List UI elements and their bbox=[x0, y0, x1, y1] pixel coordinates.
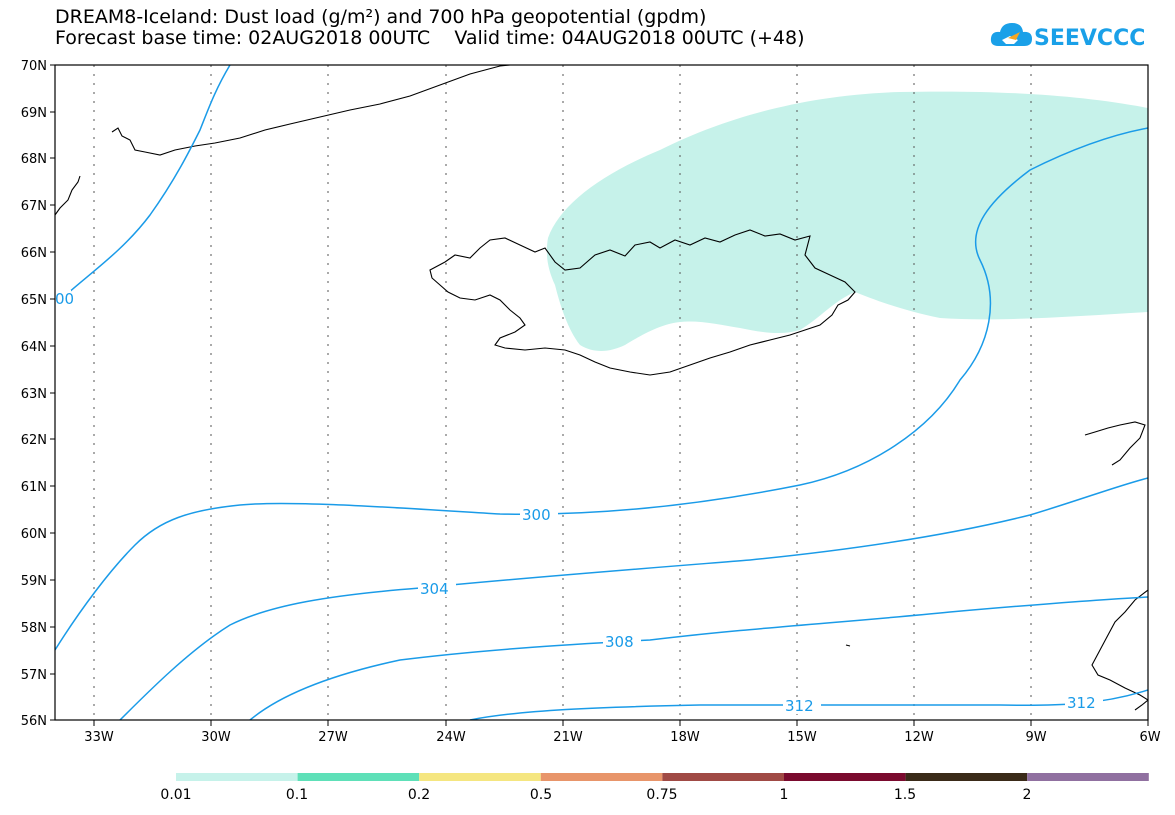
legend-label: 0.75 bbox=[646, 787, 677, 803]
greenland-coast-west bbox=[55, 175, 81, 216]
lat-ticks bbox=[50, 64, 55, 721]
contour-label-308: 308 bbox=[605, 633, 634, 651]
lat-label: 64N bbox=[21, 340, 47, 355]
logo-text: SEEVCCC bbox=[1034, 26, 1146, 51]
lat-label: 69N bbox=[21, 106, 47, 121]
legend-label: 1 bbox=[780, 787, 789, 803]
lon-label: 27W bbox=[318, 730, 348, 745]
lon-ticks bbox=[93, 720, 1149, 726]
legend-swatch bbox=[1027, 773, 1149, 781]
legend-swatch bbox=[784, 773, 906, 781]
lat-label: 58N bbox=[21, 621, 47, 636]
lon-label: 12W bbox=[904, 730, 934, 745]
contour-300-north bbox=[55, 65, 231, 306]
map-subtitle: Forecast base time: 02AUG2018 00UTC Vali… bbox=[55, 27, 805, 49]
graticule bbox=[93, 65, 1032, 720]
contour-label-300: 300 bbox=[522, 506, 551, 524]
lat-label: 65N bbox=[21, 293, 47, 308]
legend-label: 2 bbox=[1023, 787, 1032, 803]
lat-label: 62N bbox=[21, 433, 47, 448]
legend-label: 0.5 bbox=[530, 787, 552, 803]
map-title: DREAM8-Iceland: Dust load (g/m²) and 700… bbox=[55, 6, 707, 28]
legend-label: 0.1 bbox=[286, 787, 308, 803]
lon-label: 18W bbox=[670, 730, 700, 745]
lat-label: 61N bbox=[21, 480, 47, 495]
legend-swatch bbox=[662, 773, 784, 781]
contour-label-304: 304 bbox=[420, 580, 449, 598]
lon-labels: 33W 30W 27W 24W 21W 18W 15W 12W 9W 6W bbox=[84, 730, 1160, 745]
contour-label-312-east: 312 bbox=[1067, 694, 1096, 712]
contour-308 bbox=[249, 596, 1148, 720]
lon-label: 6W bbox=[1139, 730, 1160, 745]
geopotential-contours bbox=[55, 65, 1148, 720]
iceland-coast bbox=[429, 229, 856, 376]
cloud-icon bbox=[990, 23, 1032, 46]
legend-label: 0.01 bbox=[160, 787, 191, 803]
legend-swatch bbox=[419, 773, 541, 781]
coastlines bbox=[55, 65, 1148, 711]
scotland-coast-south bbox=[1134, 699, 1148, 711]
lat-label: 66N bbox=[21, 246, 47, 261]
contour-label-300-west: 00 bbox=[55, 290, 74, 308]
lat-label: 60N bbox=[21, 527, 47, 542]
lat-label: 56N bbox=[21, 714, 47, 729]
contour-304 bbox=[119, 477, 1148, 720]
lon-label: 15W bbox=[787, 730, 817, 745]
lon-label: 21W bbox=[553, 730, 583, 745]
lat-label: 68N bbox=[21, 152, 47, 167]
lat-label: 63N bbox=[21, 387, 47, 402]
dust-load-area bbox=[546, 91, 1148, 352]
legend-colorbar bbox=[176, 773, 1149, 781]
legend-labels: 0.01 0.1 0.2 0.5 0.75 1 1.5 2 bbox=[160, 787, 1031, 803]
lon-label: 30W bbox=[201, 730, 231, 745]
legend-swatch bbox=[176, 773, 298, 781]
seevccc-logo: SEEVCCC bbox=[990, 18, 1145, 58]
lon-label: 9W bbox=[1025, 730, 1046, 745]
contour-label-312: 312 bbox=[785, 697, 814, 715]
legend-swatch bbox=[297, 773, 420, 781]
lat-label: 67N bbox=[21, 199, 47, 214]
scotland-coast bbox=[1091, 589, 1148, 701]
greenland-coast bbox=[111, 65, 511, 156]
lat-label: 57N bbox=[21, 668, 47, 683]
contour-300-main bbox=[55, 127, 1148, 651]
contour-labels: 300 00 304 308 312 312 bbox=[55, 290, 1103, 715]
legend-swatch bbox=[905, 773, 1028, 781]
legend-label: 1.5 bbox=[894, 787, 916, 803]
rockall bbox=[845, 644, 851, 647]
lon-label: 24W bbox=[436, 730, 466, 745]
contour-312 bbox=[469, 689, 1148, 720]
legend-label: 0.2 bbox=[408, 787, 430, 803]
faroe-islands-coast bbox=[1084, 421, 1146, 466]
legend-swatch bbox=[540, 773, 663, 781]
lat-label: 59N bbox=[21, 574, 47, 589]
lon-label: 33W bbox=[84, 730, 114, 745]
lat-labels: 70N 69N 68N 67N 66N 65N 64N 63N 62N 61N … bbox=[21, 59, 47, 729]
lat-label: 70N bbox=[21, 59, 47, 74]
